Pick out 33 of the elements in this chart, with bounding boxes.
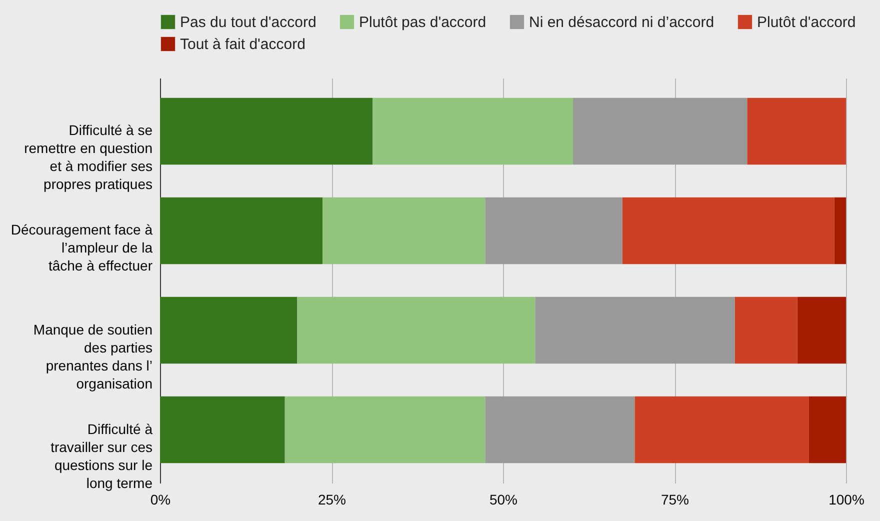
bar [808, 396, 846, 464]
legend-label: Tout à fait d'accord [180, 36, 306, 53]
bar [160, 396, 285, 464]
bar [535, 296, 735, 364]
bar [284, 396, 486, 464]
x-tick-label: 75% [660, 492, 690, 508]
bar [485, 197, 622, 264]
bar [797, 296, 846, 364]
x-tick-label: 50% [489, 492, 518, 508]
x-tick-label: 25% [318, 492, 346, 508]
bar [747, 98, 846, 165]
y-tick-label: Découragement face à l’ampleur de la tâche à effectuer [10, 222, 153, 274]
y-tick-label: Manque de soutien des parties prenantes dans l’ organisation [33, 321, 152, 392]
bar [485, 396, 635, 464]
bar [160, 197, 323, 264]
bar [834, 197, 846, 264]
legend-label: Ni en désaccord ni d’accord [529, 14, 714, 31]
x-tick-label: 0% [150, 492, 171, 508]
x-tick-label: 100% [828, 492, 864, 508]
bar [297, 296, 536, 364]
bar [322, 197, 486, 264]
bar [160, 98, 373, 165]
bar [160, 296, 298, 364]
bar [372, 98, 573, 165]
legend-label: Plutôt pas d'accord [359, 14, 486, 31]
bar [634, 396, 809, 464]
legend-label: Pas du tout d'accord [180, 14, 316, 31]
bar [572, 98, 748, 165]
y-tick-label: Difficulté à travailler sur ces questions sur le long terme [50, 420, 153, 491]
bar [734, 296, 798, 364]
legend-label: Plutôt d'accord [757, 14, 856, 31]
bar [622, 197, 834, 264]
y-tick-label: Difficulté à se remettre en question et à modifier ses propres pratiques [24, 122, 153, 192]
